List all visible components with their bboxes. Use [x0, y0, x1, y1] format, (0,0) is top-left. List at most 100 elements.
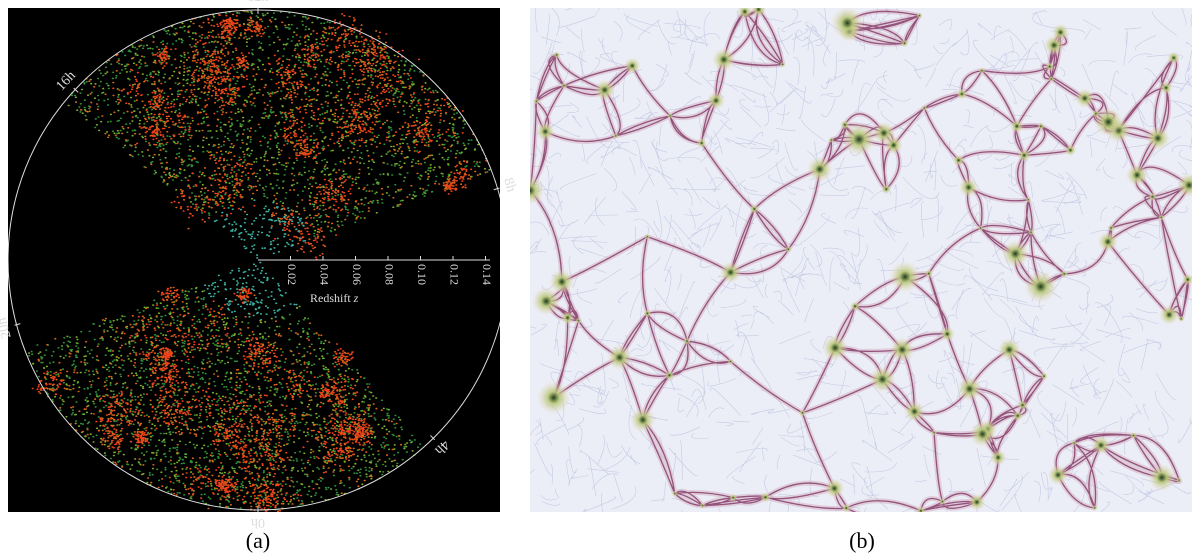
halo	[672, 491, 678, 497]
halo	[536, 122, 555, 141]
redshift-tick-label: 0.06	[350, 264, 364, 285]
halo	[1040, 372, 1048, 380]
halo	[1107, 224, 1114, 231]
halo	[727, 358, 734, 365]
halo	[850, 301, 860, 311]
halo	[956, 88, 967, 99]
halo	[1159, 305, 1179, 325]
halo	[780, 61, 786, 67]
halo	[624, 57, 641, 74]
halo	[1130, 432, 1137, 439]
halo	[1167, 51, 1180, 64]
hour-label: 0h	[251, 515, 265, 530]
halo	[824, 478, 844, 498]
halo	[729, 493, 737, 501]
halo	[822, 335, 848, 361]
halo	[1182, 274, 1194, 286]
halo	[699, 502, 706, 509]
redshift-axis-label: Redshift z	[310, 291, 359, 305]
halo	[807, 156, 833, 182]
halo	[978, 225, 984, 231]
halo	[1160, 81, 1173, 94]
halo	[1045, 62, 1054, 71]
halo	[575, 317, 582, 324]
hour-label: 8h	[500, 176, 518, 194]
halo	[749, 204, 759, 214]
halo	[630, 407, 656, 433]
halo	[998, 338, 1021, 361]
halo	[799, 409, 806, 416]
halo	[904, 401, 925, 422]
halo	[1028, 229, 1034, 235]
halo	[872, 122, 895, 145]
halo	[760, 492, 771, 503]
halo	[751, 2, 767, 18]
halo	[1037, 122, 1045, 130]
halo	[707, 91, 725, 109]
halo	[1092, 505, 1098, 511]
halo	[925, 269, 934, 278]
caption-b: (b)	[849, 528, 875, 553]
halo	[1064, 144, 1076, 156]
halo	[953, 154, 965, 166]
halo	[881, 184, 891, 194]
halo	[1017, 400, 1028, 411]
halo	[939, 498, 946, 505]
halo	[537, 381, 570, 414]
halo	[785, 246, 793, 254]
halo	[940, 326, 955, 341]
redshift-tick-label: 0.12	[447, 264, 461, 285]
halo	[890, 337, 915, 362]
halo	[1048, 465, 1069, 486]
redshift-tick-label: 0.02	[285, 264, 299, 285]
halo	[1158, 214, 1165, 221]
halo	[516, 176, 545, 205]
halo	[831, 7, 864, 40]
figure: 0.020.040.060.080.100.120.14 Redshift z …	[0, 0, 1197, 558]
halo	[990, 449, 1007, 466]
halo	[607, 345, 633, 371]
halo	[1071, 440, 1077, 446]
halo	[869, 366, 896, 393]
halo	[916, 506, 926, 516]
halo	[1176, 477, 1182, 483]
redshift-tick-label: 0.08	[382, 264, 396, 285]
halo	[1075, 88, 1095, 108]
hour-label: 12h	[248, 0, 269, 5]
halo	[1012, 410, 1023, 421]
halo	[594, 79, 615, 100]
halo	[1025, 197, 1031, 203]
halo	[968, 493, 986, 511]
halo	[1060, 270, 1068, 278]
redshift-label: Redshift	[310, 291, 351, 305]
halo	[533, 98, 540, 105]
redshift-tick-label: 0.04	[317, 264, 331, 285]
halo	[719, 261, 741, 283]
halo	[664, 370, 675, 381]
halo	[842, 123, 876, 157]
halo	[916, 12, 922, 18]
halo	[931, 430, 937, 436]
halo	[553, 51, 560, 58]
halo	[828, 137, 834, 143]
halo	[1018, 149, 1031, 162]
halo	[613, 133, 619, 139]
halo	[979, 67, 986, 74]
halo	[969, 421, 995, 447]
halo	[1146, 126, 1170, 150]
halo	[1094, 107, 1123, 136]
redshift-tick-label: 0.14	[480, 264, 494, 285]
halo	[921, 105, 927, 111]
halo	[561, 82, 568, 89]
redshift-symbol: z	[353, 291, 359, 305]
halo	[1010, 119, 1024, 133]
halo	[643, 309, 651, 317]
halo	[1098, 231, 1119, 252]
halo	[697, 138, 707, 148]
halo	[1148, 464, 1176, 492]
halo	[1148, 192, 1157, 201]
caption-a: (a)	[246, 528, 270, 553]
halo	[561, 311, 575, 325]
redshift-tick-label: 0.10	[415, 264, 429, 285]
halo	[901, 39, 909, 47]
